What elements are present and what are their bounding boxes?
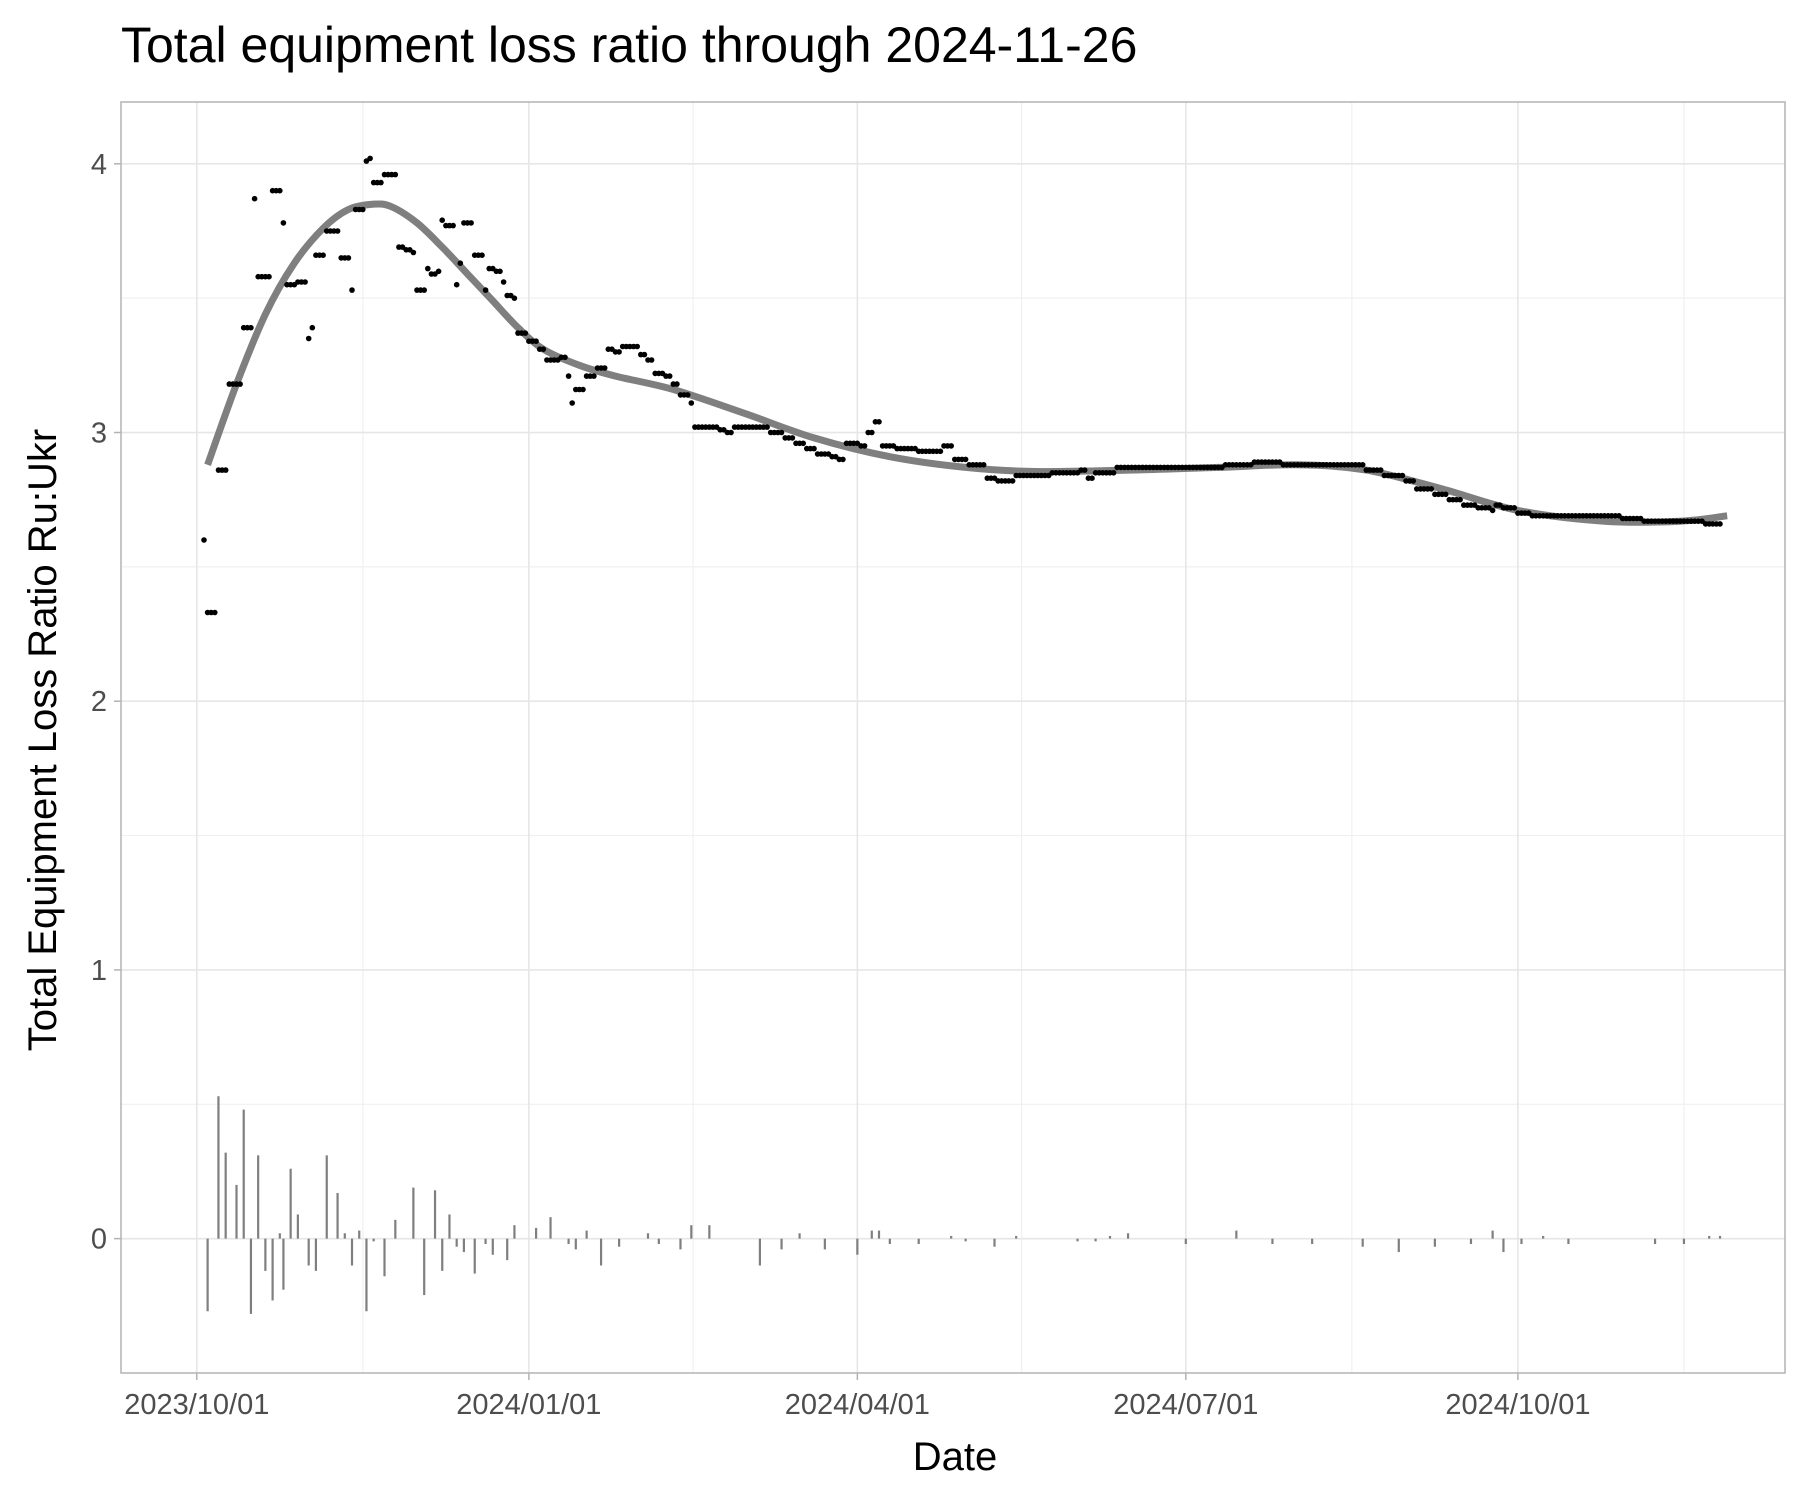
x-tick-label: 2024/01/01 <box>456 1389 601 1421</box>
ratio-point <box>580 386 586 393</box>
ratio-point <box>666 373 673 379</box>
daily-ratio-points <box>201 155 1723 616</box>
ratio-point <box>1428 486 1435 492</box>
ratio-point <box>266 273 272 280</box>
ratio-point <box>876 419 882 425</box>
ratio-point <box>1511 505 1518 511</box>
ratio-point <box>212 609 218 616</box>
ratio-point <box>811 445 817 452</box>
ratio-point <box>569 400 575 406</box>
ratio-point <box>764 424 770 430</box>
ratio-point <box>360 206 366 213</box>
ratio-point <box>1110 470 1117 476</box>
ratio-point <box>1489 507 1496 514</box>
y-tick-label: 1 <box>91 955 107 987</box>
ratio-point <box>511 295 518 302</box>
axis-ticks: 2023/10/01 2024/01/01 2024/04/01 2024/07/01… <box>91 149 1591 1421</box>
ratio-point <box>453 281 460 288</box>
ratio-point <box>410 249 417 256</box>
ratio-point <box>674 381 680 387</box>
ratio-point <box>937 448 944 455</box>
ratio-point <box>1717 521 1723 527</box>
ratio-point <box>280 220 287 226</box>
ratio-point <box>591 373 597 379</box>
x-tick-label: 2024/04/01 <box>785 1389 930 1421</box>
ratio-point <box>309 324 316 331</box>
ratio-point <box>1410 478 1416 484</box>
ratio-point <box>421 287 428 293</box>
ratio-point <box>789 435 796 441</box>
ratio-point <box>800 440 806 447</box>
ratio-point <box>1399 472 1406 479</box>
ratio-point <box>468 220 474 226</box>
ratio-point <box>435 268 442 275</box>
ratio-point <box>648 357 655 363</box>
ratio-point <box>367 155 373 162</box>
ratio-point <box>522 330 529 336</box>
y-tick-label: 3 <box>91 418 107 450</box>
ratio-point <box>634 343 640 350</box>
ratio-point <box>482 287 489 293</box>
ratio-point <box>392 171 399 178</box>
ratio-point <box>641 351 648 358</box>
ratio-point <box>688 400 695 406</box>
x-axis-title: Date <box>913 1435 998 1479</box>
y-tick-label: 0 <box>91 1224 107 1256</box>
ratio-point <box>450 222 456 229</box>
ratio-point <box>861 443 868 449</box>
ratio-point <box>1089 475 1095 482</box>
x-tick-label: 2024/07/01 <box>1113 1389 1258 1421</box>
ratio-point <box>962 456 969 463</box>
ratio-point <box>345 255 352 261</box>
ratio-point <box>305 335 312 342</box>
ratio-point <box>479 252 485 258</box>
daily-change-bars <box>206 1096 1722 1314</box>
ratio-point <box>237 381 243 387</box>
ratio-point <box>980 462 987 468</box>
ratio-point <box>302 279 308 285</box>
x-tick-label: 2023/10/01 <box>124 1389 269 1421</box>
ratio-point <box>1377 467 1384 473</box>
ratio-point <box>728 429 734 436</box>
ratio-point <box>616 349 622 355</box>
ratio-point <box>533 338 539 345</box>
ratio-point <box>457 260 464 267</box>
ratio-point <box>334 228 341 234</box>
x-tick-label: 2024/10/01 <box>1445 1389 1590 1421</box>
ratio-point <box>540 346 547 353</box>
ratio-point <box>349 287 355 293</box>
ratio-point <box>222 467 229 473</box>
ratio-point <box>948 443 954 449</box>
y-tick-label: 2 <box>91 686 107 718</box>
ratio-point <box>1081 467 1088 473</box>
ratio-point <box>251 195 258 202</box>
panel-border <box>120 101 1786 1374</box>
ratio-point <box>869 429 875 436</box>
ratio-point <box>425 265 431 272</box>
ratio-point <box>277 187 283 194</box>
ratio-point <box>248 324 254 331</box>
ratio-point <box>565 373 572 379</box>
ratio-point <box>684 392 691 398</box>
ratio-point <box>500 279 507 285</box>
ratio-point <box>1359 462 1366 468</box>
ratio-point <box>439 217 446 223</box>
ratio-point <box>497 268 503 275</box>
y-axis-title: Total Equipment Loss Ratio Ru:Ukr <box>21 429 65 1052</box>
chart-title: Total equipment loss ratio through 2024-… <box>121 17 1137 73</box>
ratio-point <box>840 456 846 463</box>
ratio-point <box>562 354 568 361</box>
grid-lines <box>121 102 1785 1373</box>
ratio-point <box>778 429 785 436</box>
y-tick-label: 4 <box>91 149 107 181</box>
ratio-point <box>201 537 207 543</box>
ratio-point <box>378 179 384 186</box>
ratio-point <box>601 365 608 371</box>
ratio-point <box>1457 496 1463 503</box>
ratio-point <box>320 252 326 258</box>
ratio-point <box>1009 478 1016 484</box>
ratio-point <box>1442 491 1449 498</box>
